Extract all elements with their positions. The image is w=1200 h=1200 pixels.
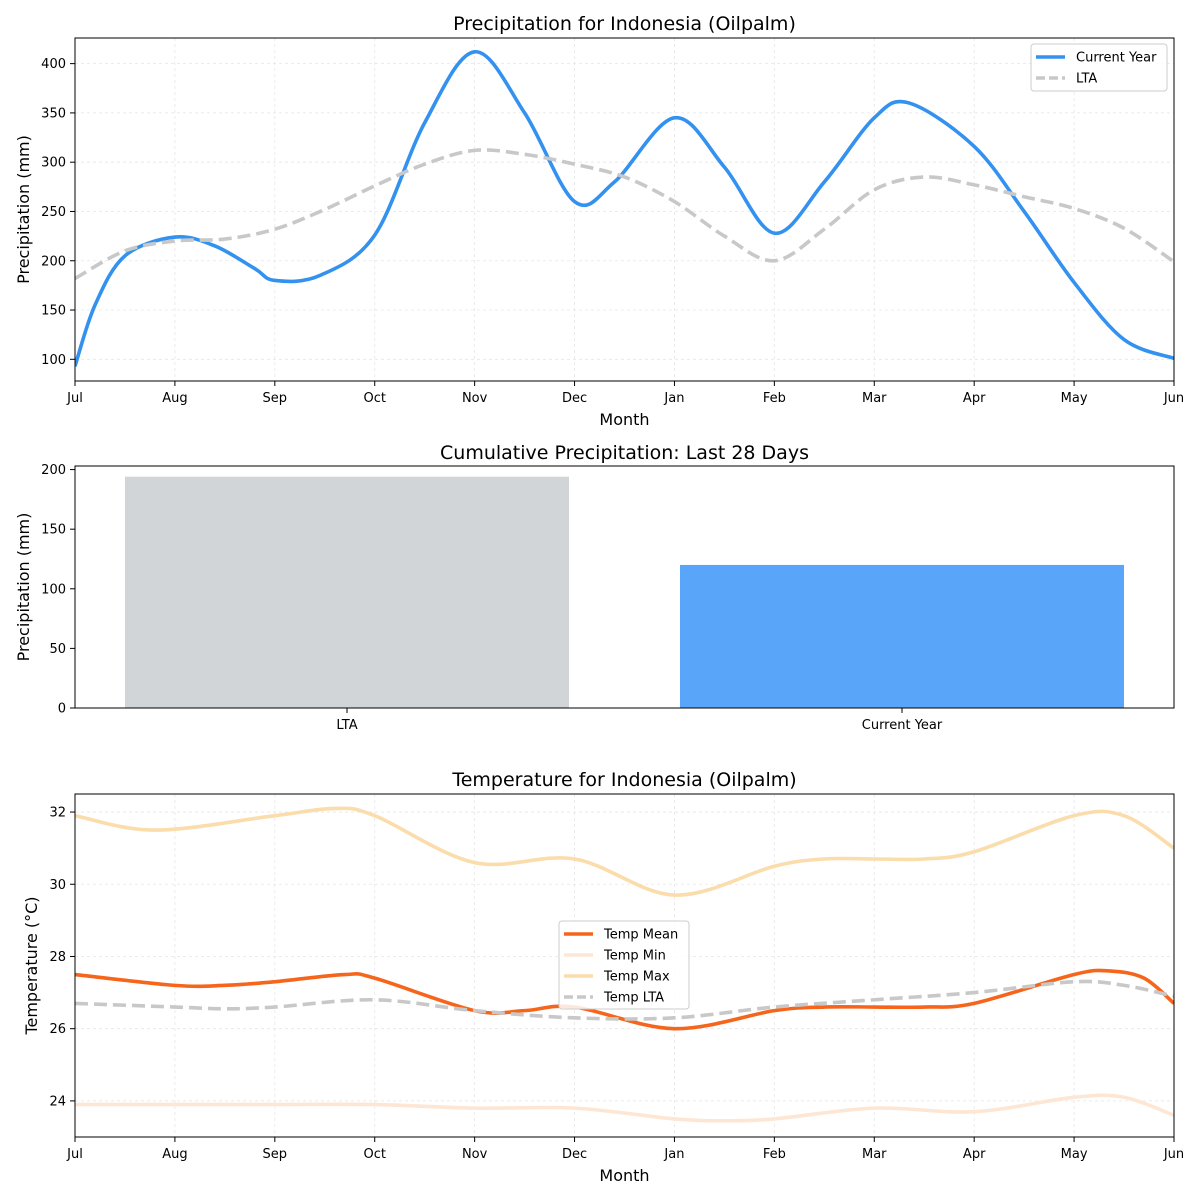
y-tick-label: 200 [41, 254, 66, 269]
y-tick-label: 28 [49, 950, 66, 965]
x-tick-label: Nov [462, 391, 488, 406]
legend: Temp Mean Temp Min Temp Max Temp LTA [558, 920, 690, 1010]
x-tick-label: Sep [263, 391, 288, 406]
y-tick-label: 26 [49, 1022, 66, 1037]
y-axis-label: Temperature (°C) [22, 896, 41, 1035]
x-tick-label: Feb [763, 391, 786, 406]
y-tick-label: 350 [41, 106, 66, 121]
y-tick-label: 300 [41, 156, 66, 171]
legend-label: Temp Max [603, 970, 670, 985]
plot-frame [74, 465, 1175, 709]
plot-frame [74, 793, 1175, 1138]
x-tick-label: Dec [562, 1147, 587, 1162]
y-tick-label: 30 [49, 878, 66, 893]
x-tick-label: Mar [862, 1147, 887, 1162]
series-line-temp-min [75, 1093, 1174, 1123]
y-tick-label: 32 [49, 806, 66, 821]
x-axis-label: Month [599, 410, 649, 429]
y-tick-label: 100 [41, 582, 66, 597]
y-tick-label: 50 [49, 642, 66, 657]
y-tick-label: 200 [41, 463, 66, 478]
series-line-temp-mean [75, 968, 1174, 1031]
line-chart-3: Jul Aug Sep Oct Nov Dec Jan Feb Mar Apr May Jun 24 26… [22, 769, 1184, 1185]
plot-frame [74, 37, 1175, 382]
y-tick-label: 250 [41, 205, 66, 220]
legend-label: Temp Min [603, 949, 666, 964]
x-tick-label: Dec [562, 391, 587, 406]
x-tick-label: Apr [963, 1147, 986, 1162]
legend-box [558, 920, 690, 1010]
chart-title: Cumulative Precipitation: Last 28 Days [440, 442, 809, 464]
bar-current-year [680, 564, 1124, 708]
bar-lta [125, 476, 569, 708]
x-tick-label: Apr [963, 391, 986, 406]
chart-title: Precipitation for Indonesia (Oilpalm) [453, 13, 796, 35]
legend-label: Temp Mean [603, 928, 678, 943]
x-tick-label: Aug [162, 1147, 187, 1162]
series-line-current-year [75, 50, 1174, 367]
x-tick-label: Jun [1163, 1147, 1184, 1162]
legend-label: LTA [1076, 72, 1097, 87]
y-tick-label: 0 [58, 702, 66, 717]
x-tick-label: May [1061, 391, 1088, 406]
x-tick-label: May [1061, 1147, 1088, 1162]
x-tick-label: Sep [263, 1147, 288, 1162]
x-tick-label: Mar [862, 391, 887, 406]
x-tick-label: Nov [462, 1147, 488, 1162]
bar-chart-2: LTA Current Year 0 50 100 150 200 Cumulative Pr… [14, 442, 1175, 733]
line-chart-1: Jul Aug Sep Oct Nov Dec Jan Feb Mar Apr May Jun 100 1… [14, 13, 1184, 429]
x-tick-label: Aug [162, 391, 187, 406]
y-tick-label: 24 [49, 1094, 66, 1109]
x-tick-label: Jul [66, 391, 83, 406]
series-line-temp-max [75, 806, 1174, 897]
x-tick-label: Jul [66, 1147, 83, 1162]
y-tick-label: 400 [41, 57, 66, 72]
chart-title: Temperature for Indonesia (Oilpalm) [451, 769, 796, 791]
series-line-temp-lta [75, 979, 1174, 1021]
y-tick-label: 100 [41, 353, 66, 368]
x-tick-label: Feb [763, 1147, 786, 1162]
x-tick-label: Oct [363, 1147, 385, 1162]
x-tick-label: Jan [663, 391, 684, 406]
y-tick-label: 150 [41, 304, 66, 319]
x-tick-label: Oct [363, 391, 385, 406]
y-tick-label: 150 [41, 523, 66, 538]
y-axis-label: Precipitation (mm) [14, 135, 33, 284]
y-axis-label: Precipitation (mm) [14, 513, 33, 662]
x-tick-label: Jan [663, 1147, 684, 1162]
x-tick-label: Jun [1163, 391, 1184, 406]
series-line-lta [75, 148, 1174, 281]
x-axis-label: Month [599, 1166, 649, 1185]
legend-label: Temp LTA [603, 991, 664, 1006]
x-tick-label: Current Year [862, 718, 943, 733]
legend-label: Current Year [1076, 51, 1157, 66]
x-tick-label: LTA [336, 718, 357, 733]
legend: Current Year LTA [1030, 43, 1168, 92]
